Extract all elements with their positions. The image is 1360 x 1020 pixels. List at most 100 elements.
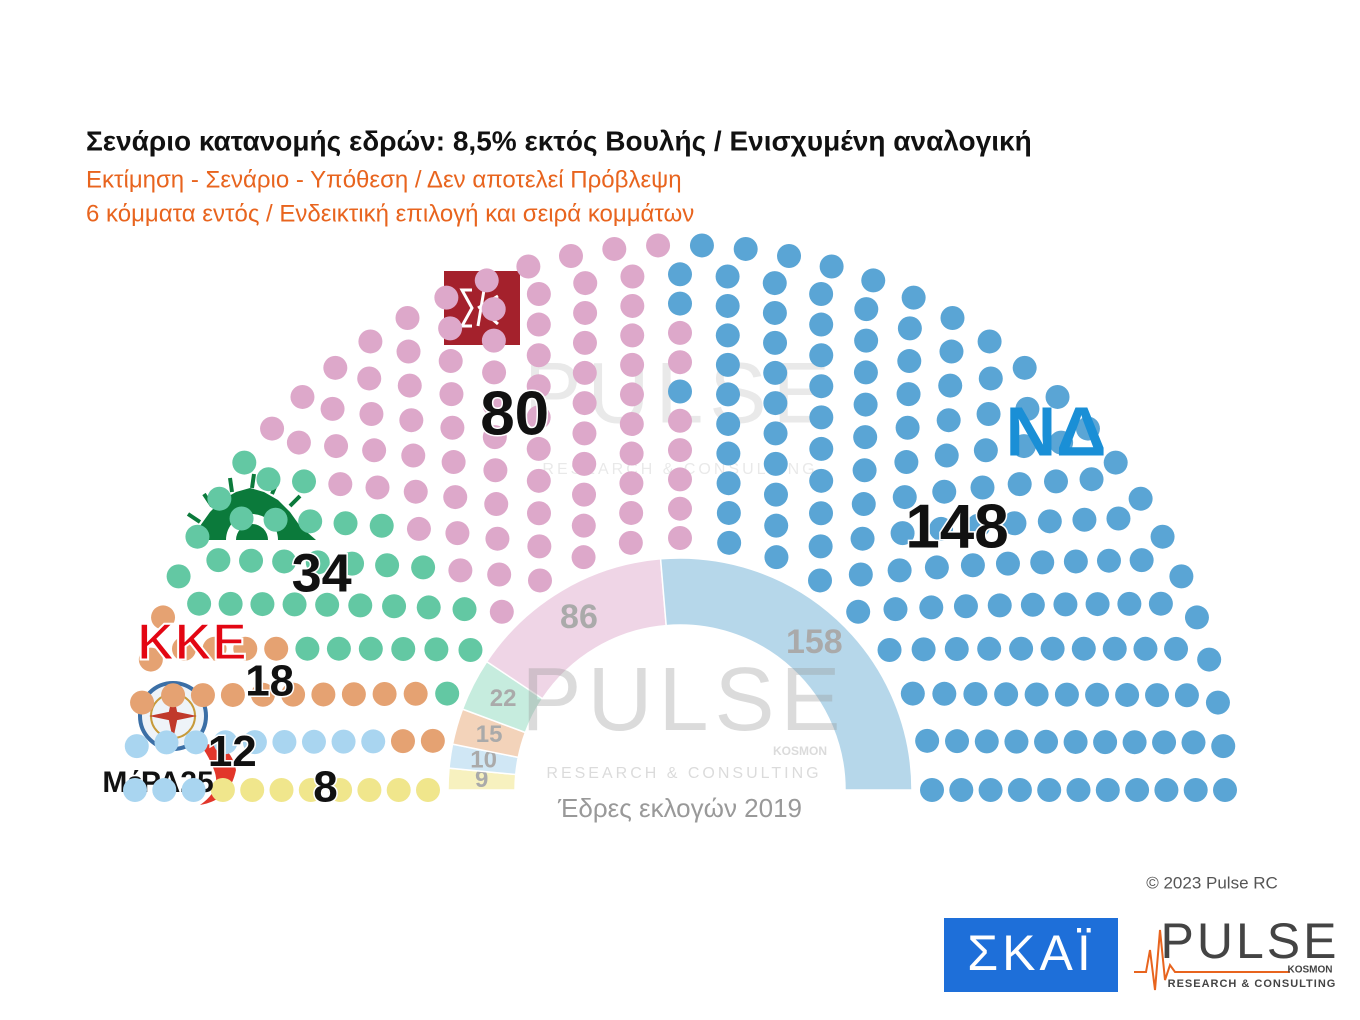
seat — [939, 339, 964, 364]
seat — [1181, 730, 1206, 755]
seat — [1004, 729, 1029, 754]
seat — [895, 415, 920, 440]
seat — [715, 264, 740, 289]
seat — [395, 306, 420, 331]
seat — [232, 450, 257, 475]
seat — [1037, 778, 1062, 802]
seat — [689, 233, 714, 258]
chart-note: 6 κόμματα εντός / Ενδεικτική επιλογή και… — [86, 200, 694, 227]
chart-title: Σενάριο κατανομής εδρών: 8,5% εκτός Βουλ… — [86, 125, 1032, 156]
seat — [526, 436, 551, 461]
seat-count-label: 34 — [292, 543, 352, 603]
seat — [438, 316, 463, 341]
seat — [272, 549, 297, 574]
seat — [240, 778, 265, 802]
seat — [668, 467, 692, 492]
seat — [715, 352, 740, 377]
parliament-layer: 8ΜέΡΑ251218ΚΚΕ3480148ΝΔ — [102, 233, 1237, 813]
seat — [571, 545, 596, 570]
seat — [1213, 778, 1237, 802]
seat — [282, 592, 307, 617]
seat — [883, 597, 908, 622]
seat — [668, 291, 692, 316]
seat — [397, 373, 422, 398]
seat — [573, 271, 598, 296]
seat — [1079, 467, 1104, 492]
seat — [571, 513, 596, 538]
seat — [819, 254, 844, 279]
footer-tagline: RESEARCH & CONSULTING — [1168, 978, 1337, 990]
seat — [1009, 636, 1034, 661]
seat — [396, 339, 421, 364]
seat — [1093, 730, 1118, 755]
seat — [901, 285, 926, 310]
seat — [382, 594, 407, 619]
seat — [977, 636, 1002, 661]
donut-value-label: 22 — [490, 685, 517, 712]
seat — [944, 636, 969, 661]
seat — [406, 516, 431, 541]
seat — [239, 548, 264, 573]
seat — [527, 568, 552, 593]
donut-caption: Έδρες εκλογών 2019 — [557, 793, 802, 823]
seat — [762, 271, 787, 296]
seat — [668, 408, 692, 433]
seat — [250, 682, 275, 707]
seat — [1071, 636, 1096, 661]
seat — [452, 597, 477, 622]
seat — [328, 472, 353, 497]
seat — [809, 281, 834, 306]
seat — [292, 469, 317, 494]
seat — [526, 281, 551, 306]
seat — [403, 479, 428, 504]
seat — [218, 591, 243, 616]
seat — [668, 379, 692, 404]
seat — [1054, 682, 1079, 707]
seat — [1103, 450, 1128, 475]
seat — [978, 366, 1003, 391]
seat — [573, 300, 598, 325]
seat — [846, 599, 871, 624]
seat — [242, 730, 267, 755]
seat — [171, 636, 196, 661]
seat — [897, 316, 922, 341]
seat — [311, 682, 336, 707]
seat — [733, 236, 758, 261]
donut-value-label: 86 — [560, 598, 598, 636]
donut-segment — [659, 557, 913, 791]
seat — [323, 355, 348, 380]
seat — [618, 530, 643, 555]
seat — [229, 506, 254, 531]
seat — [924, 555, 949, 580]
seat — [953, 594, 978, 619]
seat — [348, 593, 373, 618]
seat — [1129, 548, 1154, 573]
seat — [896, 382, 921, 407]
seat — [207, 486, 232, 511]
seat — [1012, 355, 1037, 380]
seat — [763, 330, 788, 355]
seat — [1154, 778, 1179, 802]
seat — [369, 513, 394, 538]
seat — [853, 425, 878, 450]
seat — [763, 360, 788, 385]
seat — [974, 729, 999, 754]
seat — [130, 690, 155, 715]
seat-count-label: 18 — [245, 656, 294, 705]
watermark: PULSE KOSMON RESEARCH & CONSULTING — [521, 650, 840, 782]
seat — [715, 323, 740, 348]
seat — [809, 468, 834, 493]
seat — [668, 350, 692, 375]
seat — [1122, 730, 1147, 755]
seat — [963, 682, 988, 707]
seat — [949, 778, 974, 802]
seat — [809, 436, 834, 461]
seat — [326, 636, 351, 661]
seat — [441, 450, 466, 475]
brand-pulse-line — [1134, 929, 1290, 991]
seat — [572, 482, 597, 507]
seat — [1102, 636, 1127, 661]
seat — [668, 262, 692, 287]
seat — [448, 558, 473, 583]
